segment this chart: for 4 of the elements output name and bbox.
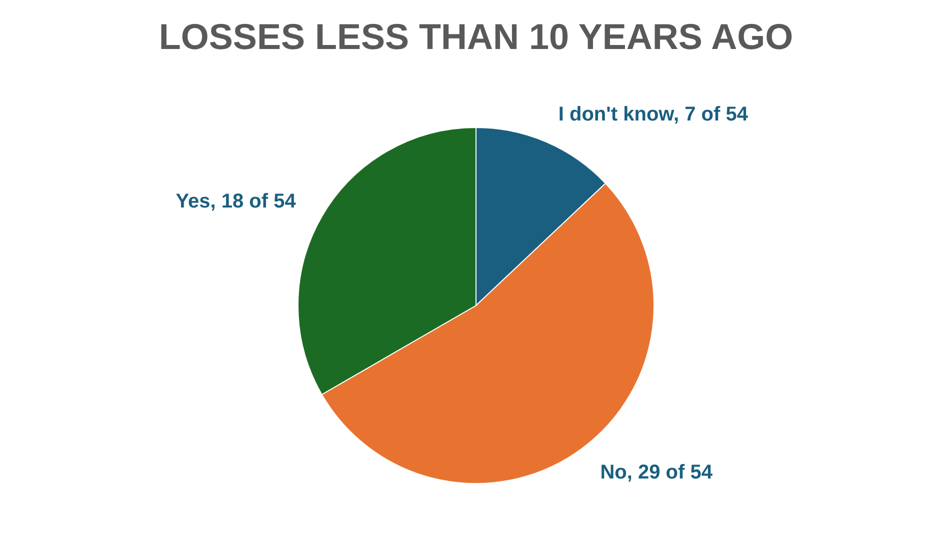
chart-title: LOSSES LESS THAN 10 YEARS AGO — [158, 16, 794, 57]
slice-label: Yes, 18 of 54 — [176, 190, 297, 212]
slice-label: No, 29 of 54 — [600, 461, 714, 484]
slice-label: I don't know, 7 of 54 — [558, 104, 749, 126]
